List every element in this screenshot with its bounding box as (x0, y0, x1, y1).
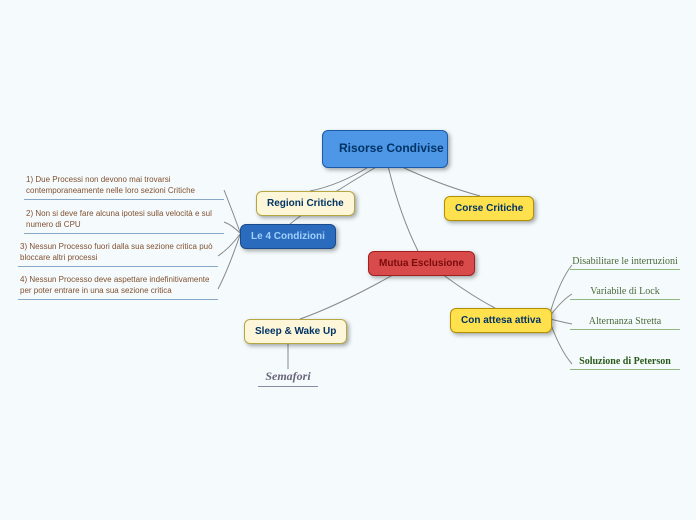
leaf-peterson[interactable]: Soluzione di Peterson (570, 356, 680, 370)
condition-3: 3) Nessun Processo fuori dalla sua sezio… (18, 242, 218, 267)
node-4-condizioni[interactable]: Le 4 Condizioni (240, 224, 336, 249)
node-regioni-critiche[interactable]: Regioni Critiche (256, 191, 355, 216)
node-sleep-wakeup[interactable]: Sleep & Wake Up (244, 319, 347, 344)
leaf-alternanza[interactable]: Alternanza Stretta (570, 316, 680, 330)
node-attesa-attiva[interactable]: Con attesa attiva (450, 308, 552, 333)
condition-4: 4) Nessun Processo deve aspettare indefi… (18, 275, 218, 300)
node-mutua-esclusione[interactable]: Mutua Esclusione (368, 251, 475, 276)
condition-2: 2) Non si deve fare alcuna ipotesi sulla… (24, 209, 224, 234)
root-node[interactable]: Risorse Condivise (322, 130, 448, 168)
node-corse-critiche[interactable]: Corse Critiche (444, 196, 534, 221)
node-semafori[interactable]: Semafori (258, 369, 318, 387)
leaf-variabile-lock[interactable]: Variabile di Lock (570, 286, 680, 300)
mindmap-canvas: Risorse Condivise Regioni Critiche Corse… (0, 0, 696, 520)
semafori-label: Semafori (265, 369, 310, 383)
condition-1: 1) Due Processi non devono mai trovarsi … (24, 175, 224, 200)
leaf-disabilitare[interactable]: Disabilitare le interruzioni (570, 256, 680, 270)
